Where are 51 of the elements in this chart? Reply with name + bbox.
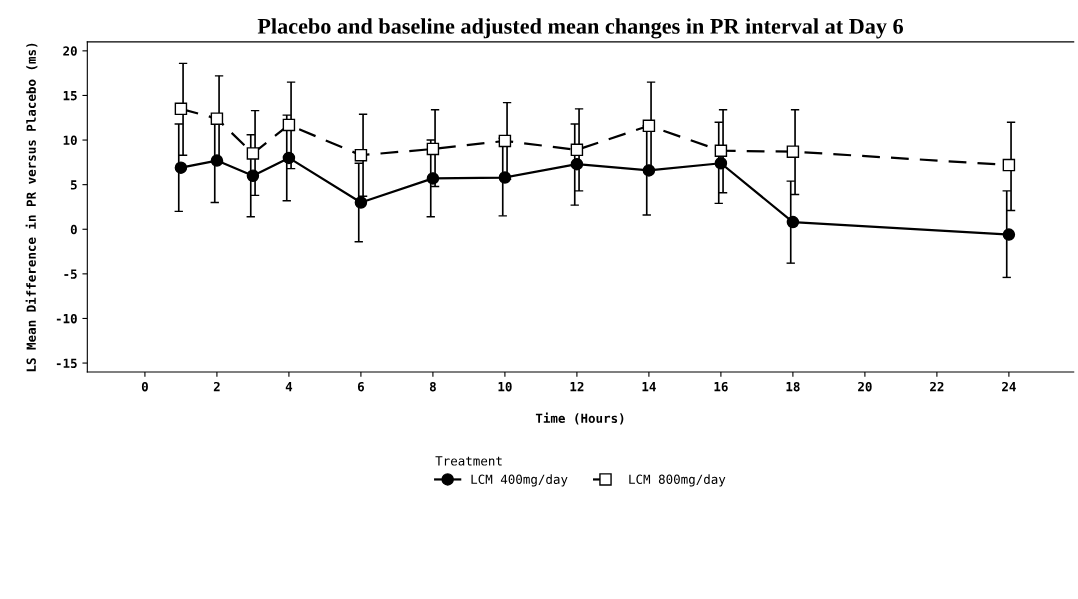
x-tick-label: 4: [285, 382, 293, 392]
x-tick-label: 8: [429, 381, 436, 392]
point: [570, 157, 584, 171]
legend-label: LCM 800mg/day: [629, 474, 726, 487]
y-tick-label: 10: [63, 135, 77, 145]
point: [714, 156, 728, 170]
point: [210, 112, 224, 125]
chart-title: Placebo and baseline adjusted mean changes in PR interval at Day 6: [257, 18, 904, 39]
point: [174, 161, 188, 174]
point: [354, 196, 368, 209]
y-tick-label: 15: [63, 91, 77, 101]
point: [642, 164, 656, 177]
x-tick-label: 6: [357, 381, 364, 392]
point: [714, 144, 728, 158]
x-tick-label: 14: [642, 382, 656, 392]
point: [1002, 158, 1016, 172]
x-tick-label: 2: [213, 381, 220, 392]
x-axis-title: Time (Hours): [535, 412, 624, 425]
point: [1002, 228, 1016, 241]
point: [246, 169, 260, 182]
y-tick-label: -10: [56, 313, 77, 324]
point: [498, 171, 512, 184]
point: [570, 143, 584, 157]
point: [174, 102, 188, 116]
point: [786, 215, 800, 229]
x-tick-label: 12: [570, 381, 584, 392]
point: [282, 118, 296, 132]
x-tick-label: 24: [1002, 381, 1016, 392]
legend-label: LCM 400mg/day: [471, 474, 568, 487]
point: [426, 142, 440, 156]
x-tick-label: 10: [498, 381, 512, 392]
point: [426, 172, 440, 185]
point: [354, 148, 368, 162]
y-tick-label: 5: [70, 180, 77, 190]
point: [282, 151, 296, 165]
legend-title: Treatment: [435, 456, 502, 466]
x-tick-label: 20: [858, 381, 872, 392]
point: [246, 147, 260, 160]
x-tick-label: 16: [714, 381, 728, 392]
x-tick-label: 22: [930, 381, 944, 392]
y-tick-label: -5: [64, 269, 77, 279]
y-tick-label: 20: [63, 46, 77, 56]
y-axis-title: LS Mean Difference in PR versus Placebo (ms): [25, 43, 38, 372]
y-tick-label: 0: [70, 224, 77, 235]
point: [210, 154, 224, 167]
x-tick-label: 18: [786, 381, 800, 392]
point: [786, 145, 800, 158]
y-tick-label: -15: [56, 358, 77, 368]
point: [642, 119, 656, 133]
x-tick-label: 0: [141, 381, 148, 392]
point: [498, 134, 512, 148]
